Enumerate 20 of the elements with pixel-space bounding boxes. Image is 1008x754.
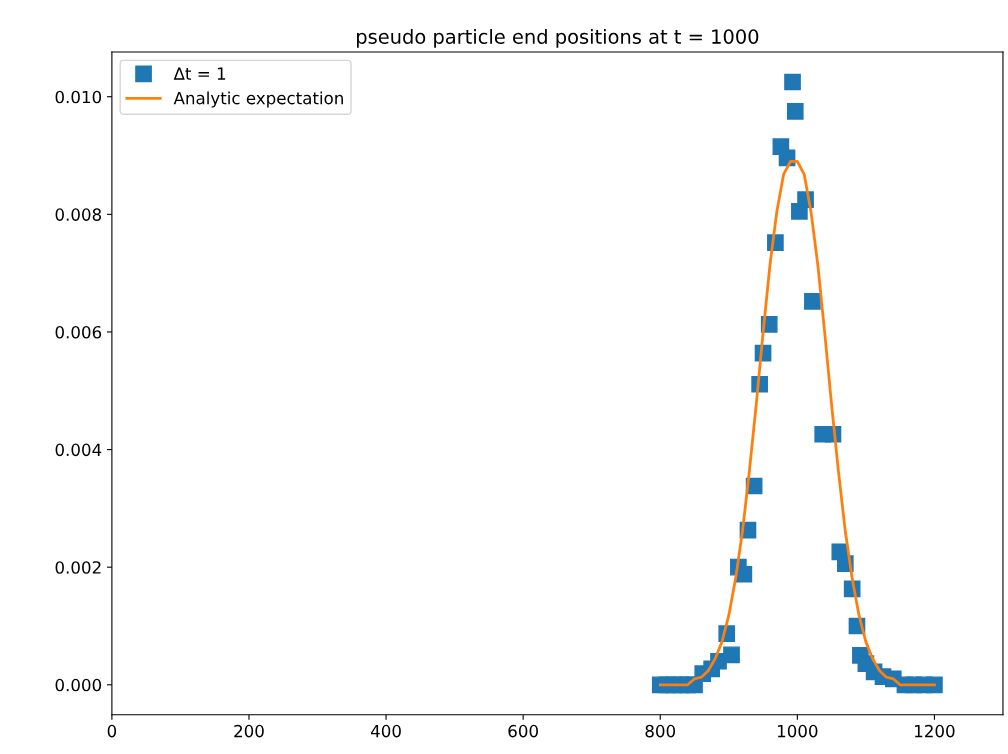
y-tick-label: 0.004 (55, 443, 102, 457)
point (723, 646, 740, 664)
x-tick-label: 0 (107, 724, 117, 738)
point (786, 103, 804, 120)
point (784, 73, 801, 91)
x-tick-label: 200 (234, 724, 264, 738)
legend-label: Δt = 1 (173, 67, 226, 80)
chart-title: pseudo particle end positions at t = 1000 (357, 28, 759, 48)
y-tick-label: 0.000 (55, 678, 102, 692)
y-tick-label: 0.002 (55, 561, 101, 574)
x-tick-label: 1200 (915, 724, 955, 738)
y-tick-label: 0.010 (55, 90, 102, 104)
x-tick-label: 600 (508, 724, 538, 738)
legend-label: Analytic expectation (173, 91, 343, 108)
x-tick-label: 400 (370, 724, 401, 738)
x-tick-label: 800 (645, 724, 676, 738)
y-tick-label: 0.006 (55, 325, 102, 339)
point (804, 293, 821, 310)
y-tick-label: 0.008 (55, 208, 102, 221)
x-tick-label: 1000 (777, 724, 818, 738)
